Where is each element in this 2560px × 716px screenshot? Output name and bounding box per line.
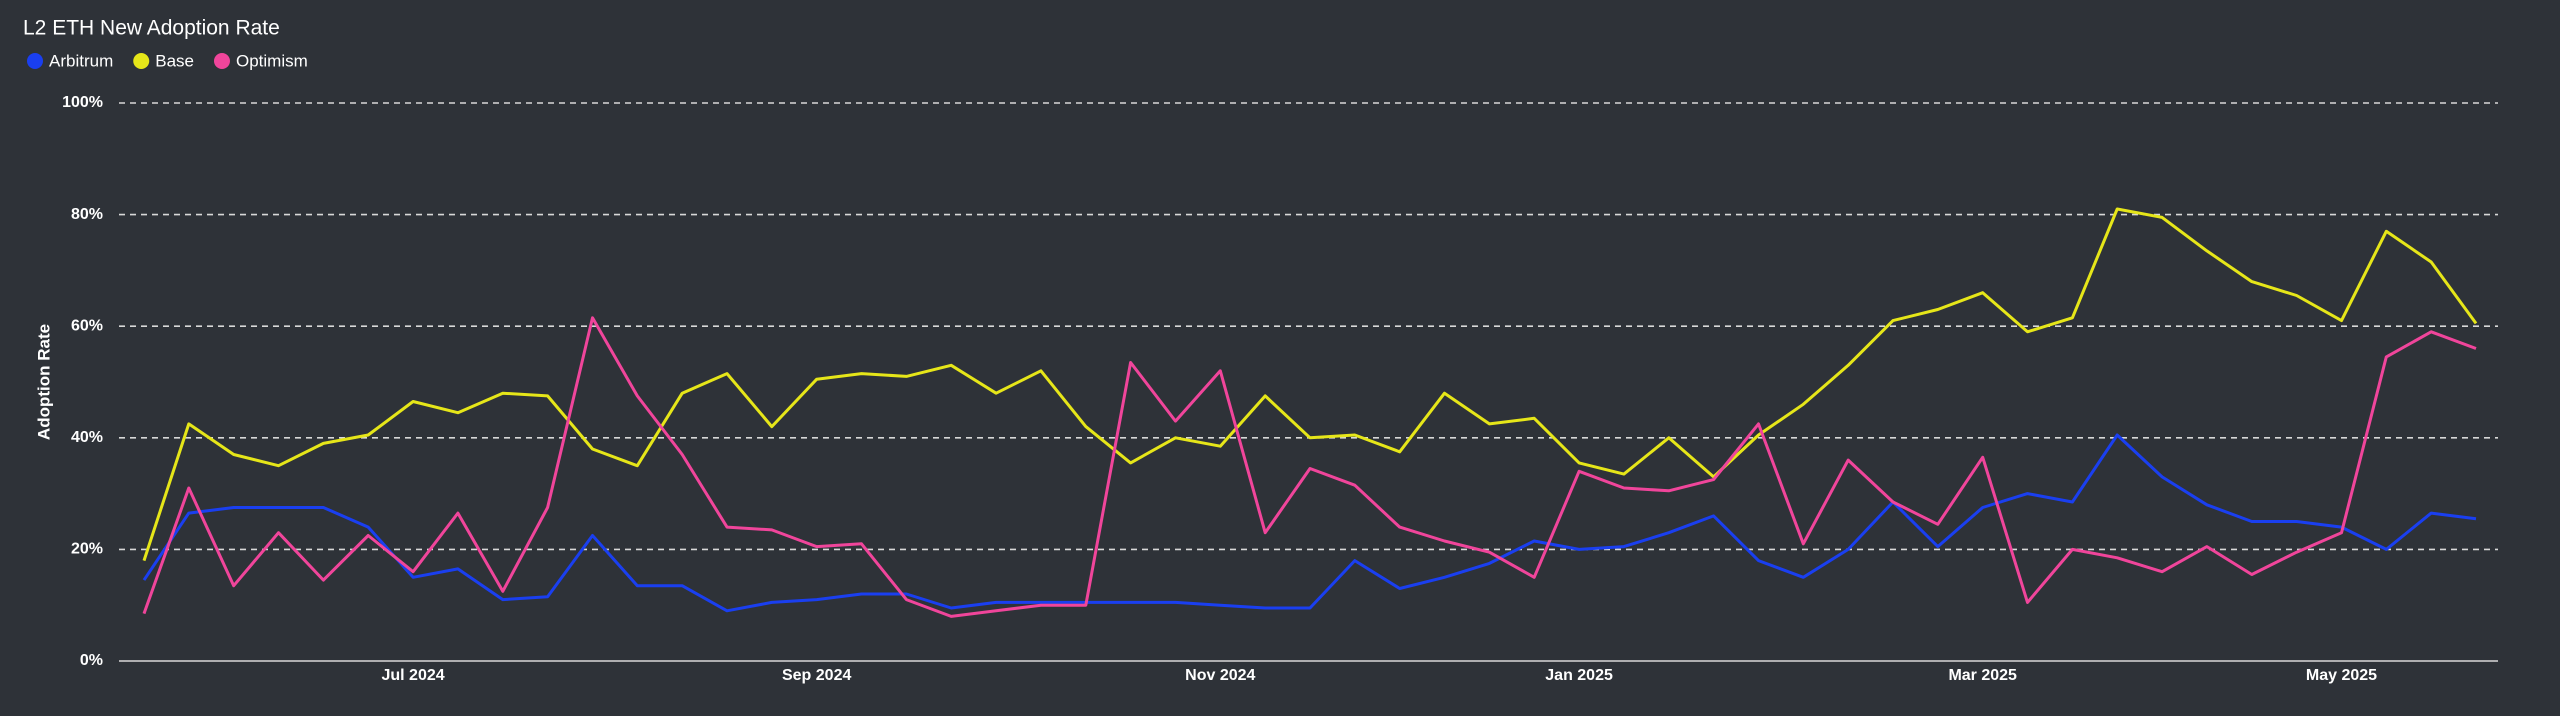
grid: 0% 20% 40% 60% 80% 100% Jul 2024 Sep 2024 Nov 20…: [62, 94, 2498, 684]
legend-swatch: [27, 53, 43, 69]
legend: Arbitrum Base Optimism: [27, 51, 308, 70]
y-tick-label: 20%: [71, 541, 103, 558]
y-axis-label: Adoption Rate: [34, 324, 53, 440]
y-tick-label: 100%: [62, 94, 103, 111]
y-tick-label: 60%: [71, 317, 103, 334]
chart-title: L2 ETH New Adoption Rate: [23, 17, 280, 40]
x-tick-label: Jan 2025: [1545, 667, 1613, 684]
y-tick-label: 40%: [71, 429, 103, 446]
x-tick-label: Nov 2024: [1185, 667, 1255, 684]
x-tick-label: Mar 2025: [1948, 667, 2017, 684]
legend-label: Optimism: [236, 51, 308, 70]
y-tick-label: 80%: [71, 206, 103, 223]
legend-swatch: [213, 53, 230, 69]
legend-swatch: [133, 53, 150, 69]
series-lines: [142, 207, 2478, 618]
x-tick-label: Sep 2024: [782, 667, 851, 684]
series-line: [142, 207, 2478, 562]
legend-label: Base: [155, 51, 194, 70]
series-line: [142, 316, 2477, 618]
legend-label: Arbitrum: [49, 51, 113, 70]
x-tick-label: May 2025: [2306, 667, 2377, 684]
y-tick-label: 0%: [80, 652, 103, 669]
x-tick-label: Jul 2024: [381, 667, 444, 684]
series-line: [142, 433, 2477, 613]
